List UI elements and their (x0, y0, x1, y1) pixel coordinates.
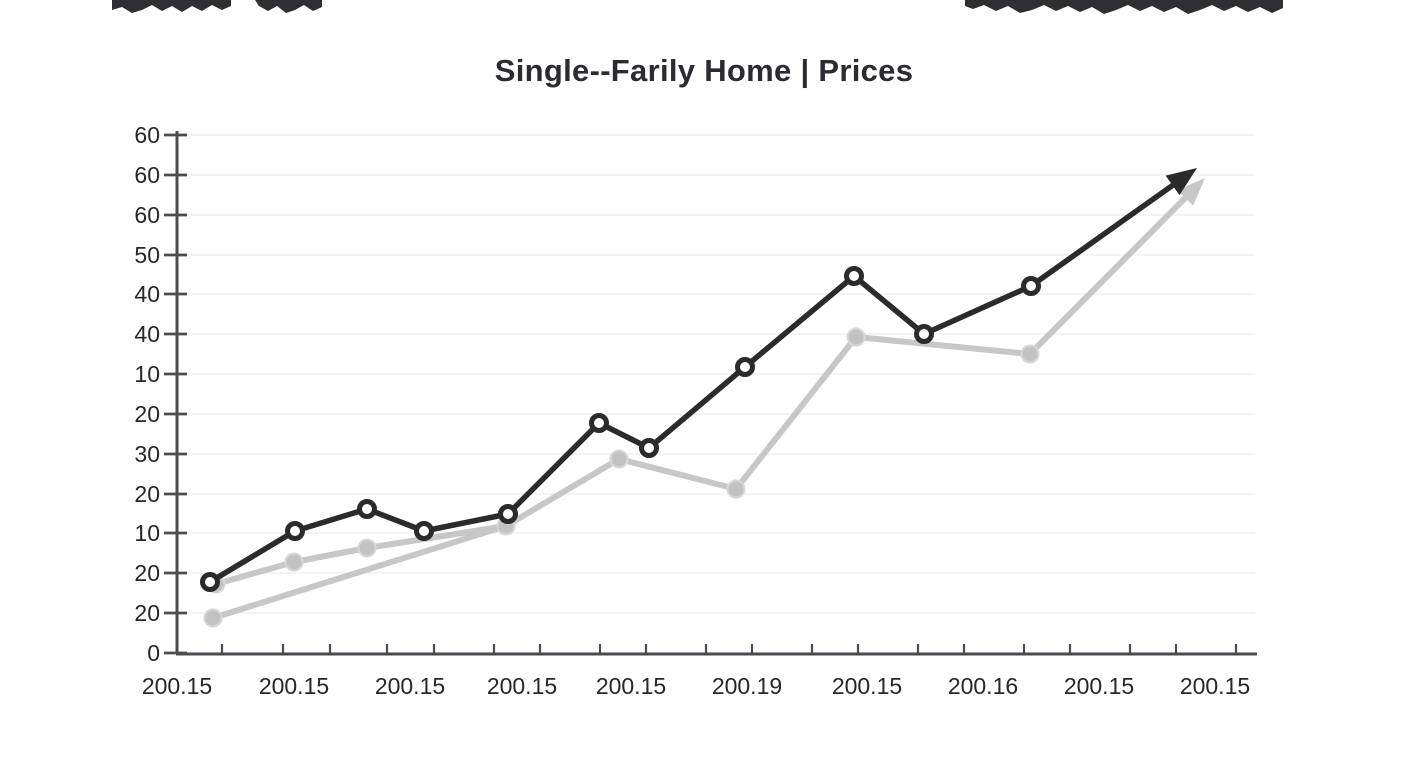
y-tick-label: 40 (134, 321, 160, 347)
x-tick-label: 200.15 (487, 673, 557, 699)
light-line-marker (203, 608, 223, 628)
x-tick-label: 200.15 (142, 673, 212, 699)
x-tick-label: 200.15 (259, 673, 329, 699)
y-tick-label: 50 (134, 242, 160, 268)
x-tick-label: 200.15 (375, 673, 445, 699)
y-tick-label: 20 (134, 401, 160, 427)
y-tick-label: 60 (134, 162, 160, 188)
dark-line-marker (357, 499, 377, 519)
light-line-extra-segment (210, 523, 509, 621)
y-tick-label: 20 (134, 560, 160, 586)
dark-line-marker (285, 521, 305, 541)
x-tick-label: 200.19 (712, 673, 782, 699)
chart-title: Single--Farily Home | Prices (494, 53, 914, 88)
light-line-marker (726, 479, 746, 499)
dark-line-marker (735, 357, 755, 377)
cropped-text-artifact-right (965, 0, 1283, 14)
light-line-marker (846, 327, 866, 347)
dark-line-marker (1021, 276, 1041, 296)
light-line-marker (357, 538, 377, 558)
dark-line-marker (498, 504, 518, 524)
light-line (213, 181, 1202, 587)
y-tick-label: 40 (134, 281, 160, 307)
y-tick-label: 20 (134, 481, 160, 507)
dark-line (207, 170, 1193, 585)
y-tick-label: 10 (134, 361, 160, 387)
dark-line-marker (914, 324, 934, 344)
y-tick-label: 60 (134, 122, 160, 148)
dark-line-marker (200, 572, 220, 592)
light-line-marker (284, 552, 304, 572)
light-line-marker (1020, 344, 1040, 364)
y-tick-label: 20 (134, 600, 160, 626)
dark-line-marker (414, 521, 434, 541)
x-tick-label: 200.15 (1064, 673, 1134, 699)
x-tick-label: 200.15 (1180, 673, 1250, 699)
dark-line-marker (589, 413, 609, 433)
x-tick-label: 200.15 (832, 673, 902, 699)
light-line-marker (609, 449, 629, 469)
y-tick-label: 60 (134, 202, 160, 228)
cropped-text-artifact-left2 (255, 0, 322, 13)
dark-line-marker (639, 438, 659, 458)
top-edge-artifacts (112, 0, 1283, 14)
y-tick-label: 0 (147, 640, 160, 666)
y-tick-label: 10 (134, 520, 160, 546)
y-tick-label: 30 (134, 441, 160, 467)
x-tick-label: 200.16 (948, 673, 1018, 699)
cropped-text-artifact-left (112, 0, 231, 13)
x-tick-label: 200.15 (596, 673, 666, 699)
dark-line-marker (844, 266, 864, 286)
